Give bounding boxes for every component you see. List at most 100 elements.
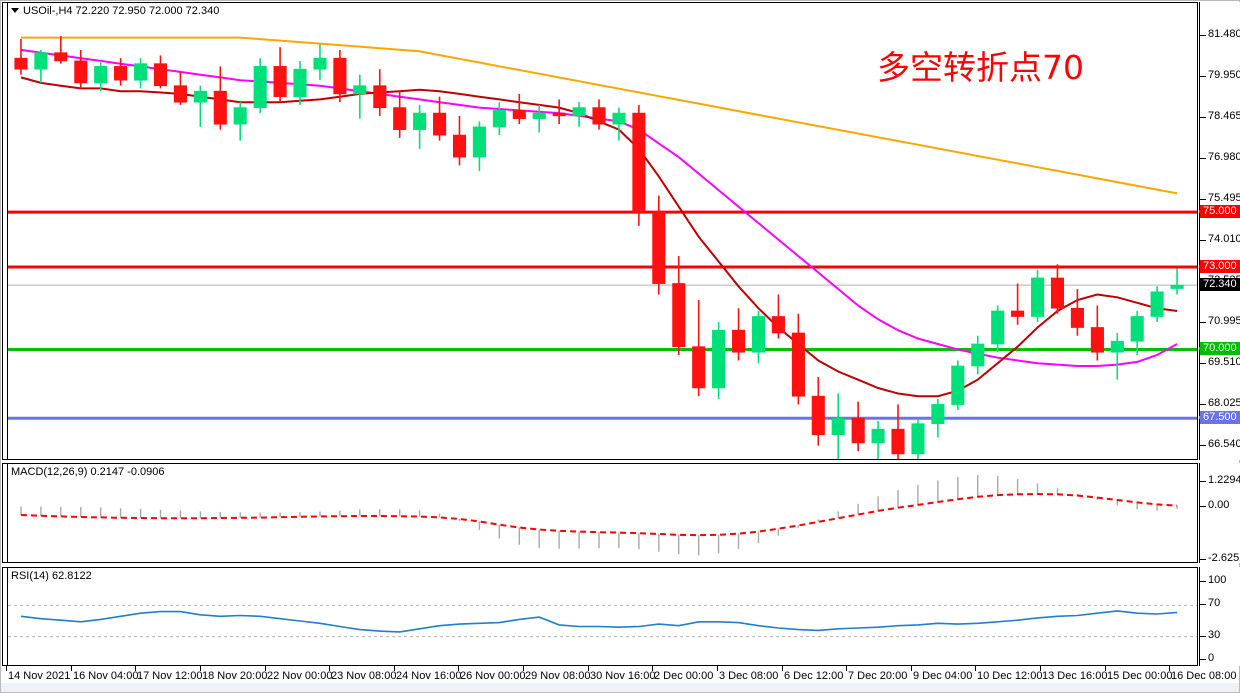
macd-scale-tick-label: 0.00 (1208, 498, 1230, 511)
time-axis-tick (846, 666, 847, 671)
price-scale-tick-label: 68.025 (1208, 397, 1240, 409)
price-tag-connector (1199, 347, 1201, 351)
price-plot-area[interactable] (3, 3, 1197, 459)
rsi-indicator-panel[interactable]: RSI(14) 62.8122 (2, 567, 1198, 666)
time-axis-label: 17 Nov 12:00 (137, 670, 203, 682)
macd-scale-tick (1199, 559, 1206, 560)
time-axis-label: 29 Nov 08:00 (525, 670, 591, 682)
macd-scale-tick-label: -2.6252 (1208, 552, 1240, 564)
time-axis-label: 16 Nov 04:00 (73, 670, 139, 682)
time-axis-label: 23 Nov 08:00 (331, 670, 397, 682)
price-scale-tick (1199, 404, 1206, 405)
price-tag-red[interactable]: 73.000 (1200, 260, 1240, 274)
time-axis-label: 30 Nov 16:00 (590, 670, 656, 682)
time-axis-label: 13 Dec 16:00 (1042, 670, 1108, 682)
time-axis-label: 22 Nov 00:00 (267, 670, 333, 682)
price-scale-tick (1199, 117, 1206, 118)
rsi-plot-area[interactable] (3, 568, 1197, 665)
macd-scale-divider (1199, 463, 1200, 563)
rsi-scale-tick (1199, 581, 1206, 582)
time-axis-tick (394, 666, 395, 671)
rsi-scale: 100 70 30 0 (1199, 567, 1240, 666)
price-scale-tick (1199, 240, 1206, 241)
price-scale-tick-label: 70.995 (1208, 315, 1240, 327)
price-tag-connector (1199, 283, 1201, 287)
time-axis-tick (717, 666, 718, 671)
time-axis-label: 18 Nov 20:00 (202, 670, 268, 682)
time-axis-label: 3 Dec 08:00 (719, 670, 779, 682)
time-axis-label: 6 Dec 12:00 (784, 670, 844, 682)
price-scale-tick (1199, 322, 1206, 323)
caret-down-icon[interactable] (11, 7, 19, 13)
price-scale-tick-label: 79.950 (1208, 69, 1240, 81)
macd-scale: 1.2294 0.00 -2.6252 (1199, 463, 1240, 563)
time-axis-label: 10 Dec 12:00 (977, 670, 1043, 682)
price-tag-connector (1199, 416, 1201, 420)
rsi-scale-tick-label: 30 (1208, 628, 1221, 641)
macd-scale-tick (1199, 505, 1206, 507)
rsi-label: RSI(14) 62.8122 (11, 570, 92, 582)
time-axis-label: 16 Dec 08:00 (1171, 670, 1237, 682)
time-axis-tick (329, 666, 330, 671)
rsi-scale-tick-label: 70 (1208, 597, 1221, 610)
rsi-scale-tick (1199, 659, 1206, 660)
time-axis-label: 14 Nov 2021 (8, 670, 71, 682)
time-axis-tick (782, 666, 783, 671)
price-tag-red[interactable]: 75.000 (1200, 205, 1240, 219)
time-axis[interactable]: 14 Nov 2021 16 Nov 04:00 17 Nov 12:00 18 No… (2, 666, 1238, 684)
price-scale-tick-label: 75.495 (1208, 192, 1240, 204)
time-axis-tick (975, 666, 976, 671)
time-axis-tick (588, 666, 589, 671)
price-tag-connector (1199, 265, 1201, 269)
rsi-scale-tick-label: 0 (1208, 652, 1215, 664)
price-panel-left-rail (3, 3, 8, 459)
macd-scale-tick-label: 1.2294 (1208, 474, 1240, 486)
time-axis-tick (135, 666, 136, 671)
price-scale-tick (1199, 363, 1206, 364)
time-axis-tick (71, 666, 72, 671)
chart-annotation-text: 多空转折点70 (877, 48, 1084, 87)
rsi-panel-left-rail (3, 568, 8, 665)
chart-symbol-header-text: USOil-,H4 72.220 72.950 72.000 72.340 (23, 5, 220, 17)
time-axis-label: 2 Dec 00:00 (654, 670, 714, 682)
price-scale-divider (1199, 2, 1200, 460)
price-tag-blue[interactable]: 67.500 (1200, 411, 1240, 425)
time-axis-label: 7 Dec 20:00 (848, 670, 908, 682)
price-scale-tick (1199, 445, 1206, 446)
price-chart-panel[interactable]: USOil-,H4 72.220 72.950 72.000 72.340 多空… (2, 2, 1198, 460)
status-bar (1, 683, 1239, 692)
rsi-scale-tick (1199, 635, 1206, 637)
time-axis-tick (1105, 666, 1106, 671)
price-scale-tick (1199, 199, 1206, 200)
price-scale-tick (1199, 76, 1206, 77)
price-scale-tick-label: 76.980 (1208, 151, 1240, 163)
price-scale-tick (1199, 35, 1206, 36)
time-axis-tick (1040, 666, 1041, 671)
chart-symbol-header: USOil-,H4 72.220 72.950 72.000 72.340 (11, 5, 219, 17)
macd-scale-tick (1199, 481, 1206, 482)
time-axis-tick (652, 666, 653, 671)
price-tag-connector (1199, 210, 1201, 214)
price-scale-tick-label: 81.480 (1208, 28, 1240, 40)
price-scale[interactable]: 81.48079.95078.46576.98075.49574.01072.5… (1199, 2, 1240, 460)
time-axis-label: 9 Dec 04:00 (913, 670, 973, 682)
price-scale-tick-label: 69.510 (1208, 356, 1240, 368)
price-scale-tick (1199, 158, 1206, 159)
macd-label: MACD(12,26,9) 0.2147 -0.0906 (11, 466, 165, 478)
time-axis-tick (1169, 666, 1170, 671)
time-axis-tick (911, 666, 912, 671)
macd-panel-left-rail (3, 464, 8, 562)
price-scale-tick-label: 78.465 (1208, 110, 1240, 122)
time-axis-tick (6, 666, 7, 671)
price-tag-black[interactable]: 72.340 (1200, 278, 1240, 292)
macd-indicator-panel[interactable]: MACD(12,26,9) 0.2147 -0.0906 (2, 463, 1198, 563)
time-axis-tick (523, 666, 524, 671)
price-scale-tick-label: 66.540 (1208, 438, 1240, 450)
time-axis-tick (265, 666, 266, 671)
time-axis-label: 24 Nov 16:00 (396, 670, 462, 682)
price-tag-green[interactable]: 70.000 (1200, 342, 1240, 356)
price-scale-tick-label: 74.010 (1208, 233, 1240, 245)
macd-plot-area[interactable] (3, 464, 1197, 562)
rsi-scale-divider (1199, 567, 1200, 666)
